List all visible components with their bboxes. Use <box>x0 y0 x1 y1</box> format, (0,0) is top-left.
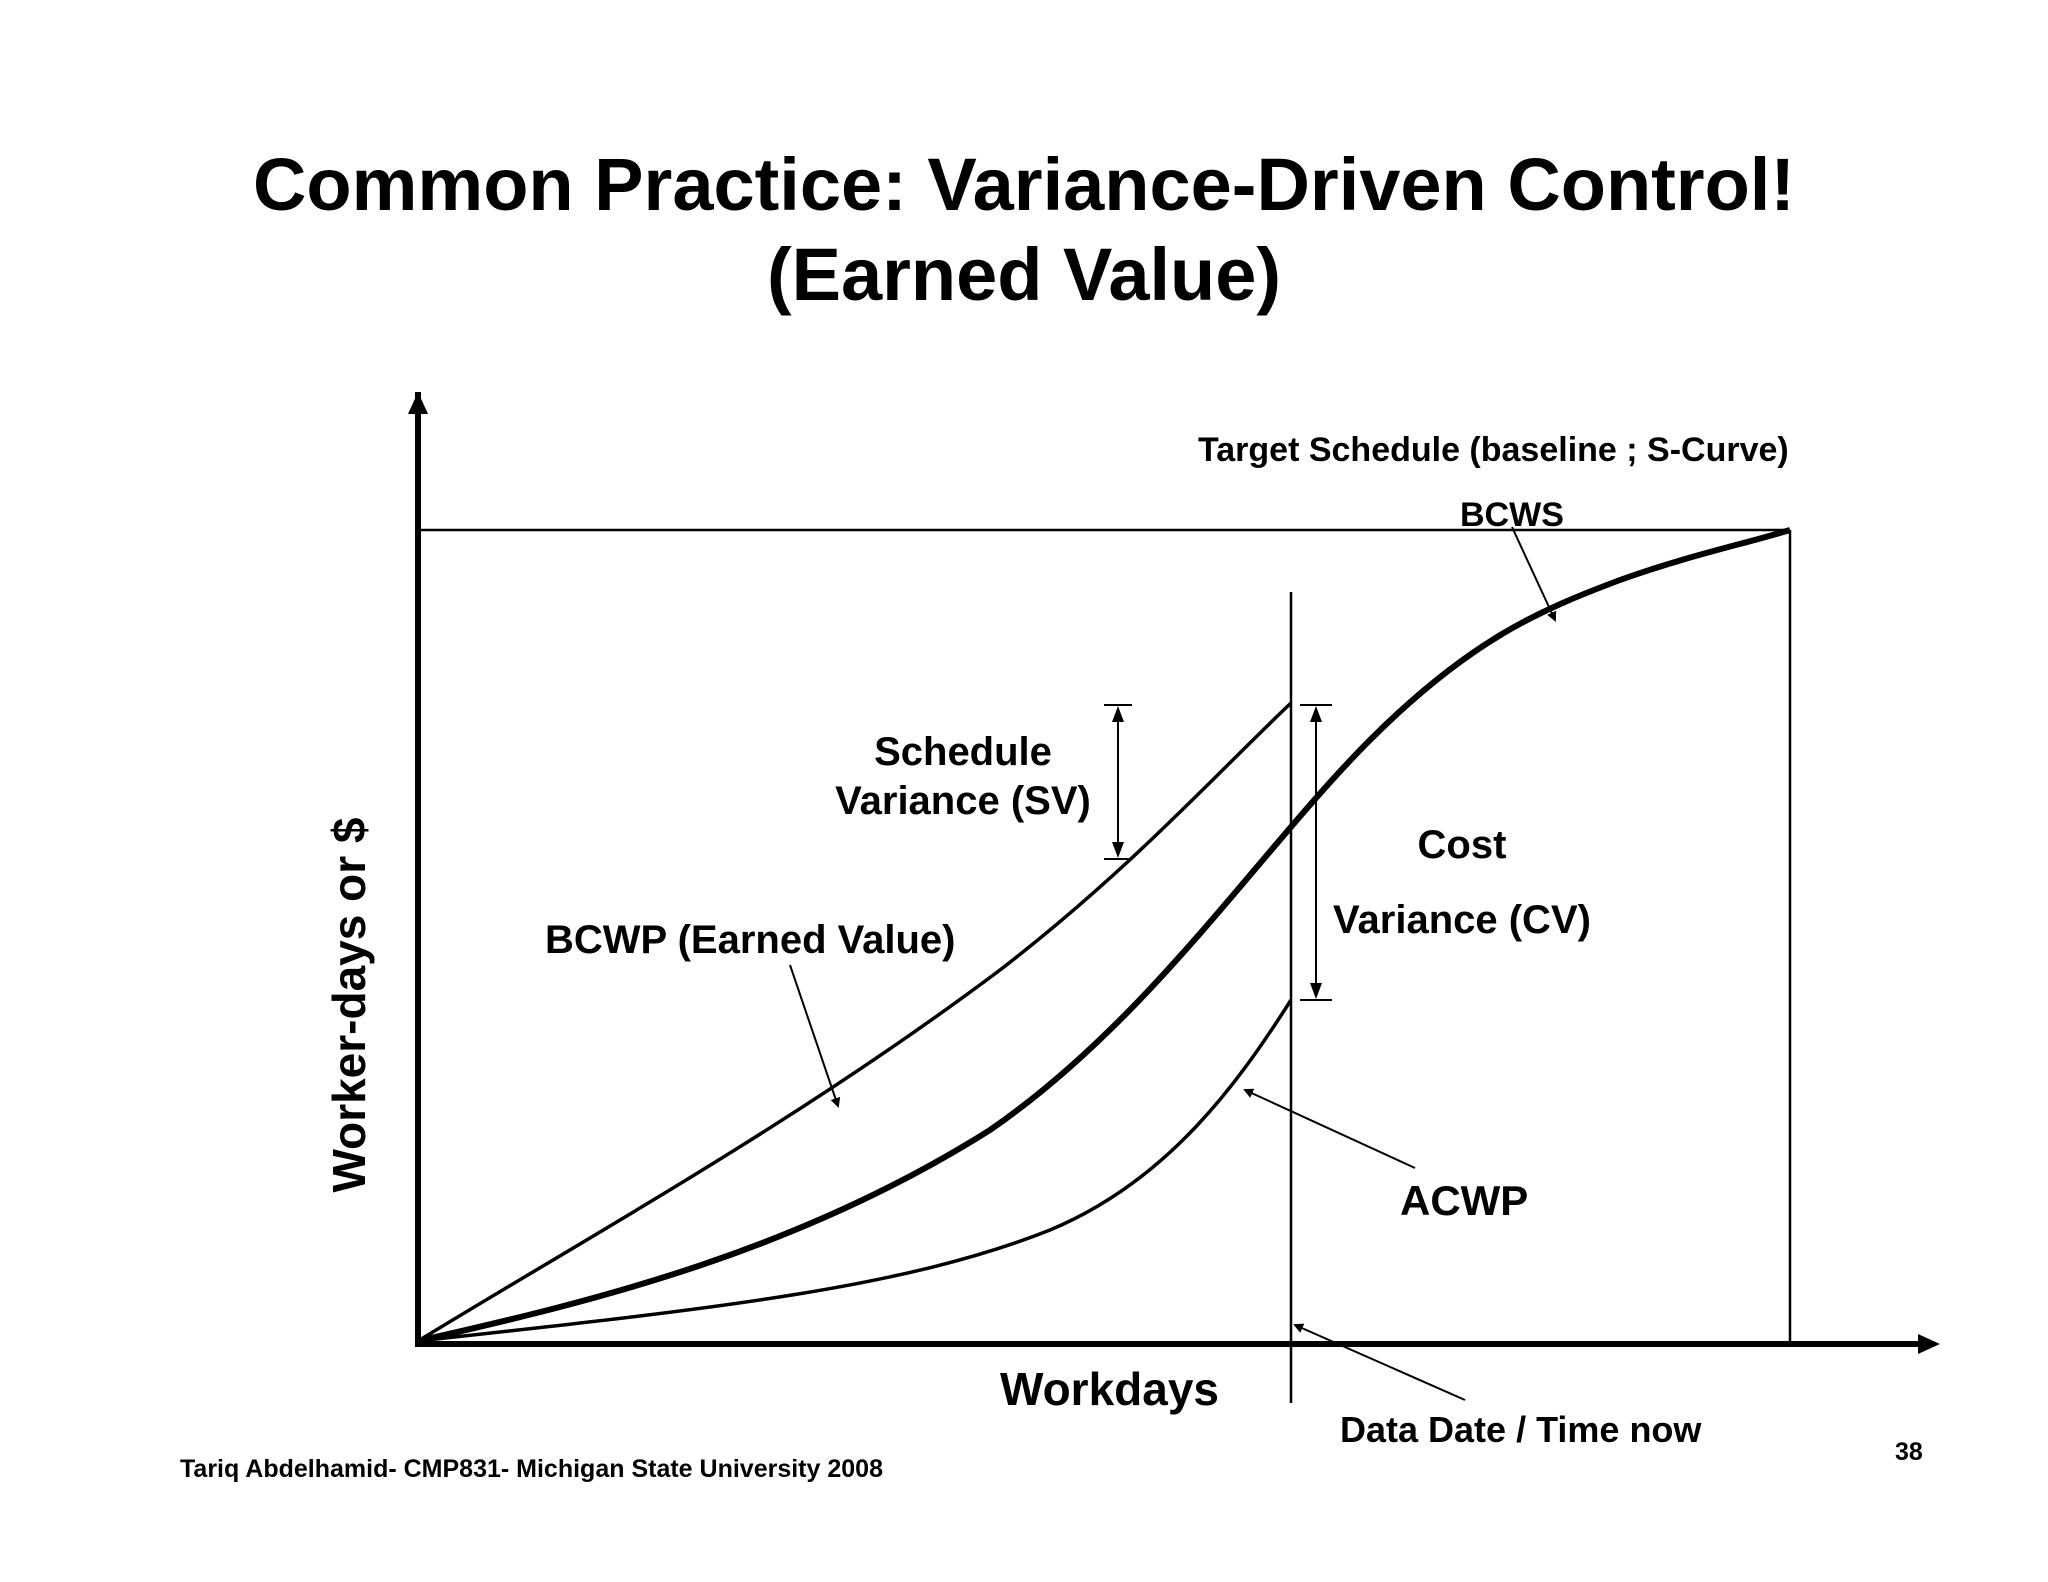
x-axis-label: Workdays <box>1000 1363 1219 1415</box>
bcwp-curve <box>417 701 1293 1343</box>
schedule-variance-label-line1: Schedule <box>874 730 1052 774</box>
acwp-leader <box>1243 1088 1416 1169</box>
cost-variance-label-line1: Cost <box>1418 823 1507 867</box>
target-schedule-label: Target Schedule (baseline ; S-Curve) <box>1198 431 1789 469</box>
data-date-label: Data Date / Time now <box>1340 1409 1702 1450</box>
data-date-leader <box>1293 1323 1466 1401</box>
acwp-curve <box>417 999 1293 1343</box>
y-axis-label: Worker-days or $ <box>323 818 375 1193</box>
bcws-leader <box>1511 526 1557 622</box>
bcws-curve <box>417 527 1791 1344</box>
schedule-variance-label-line2: Variance (SV) <box>835 779 1091 823</box>
title-line-2: (Earned Value) <box>766 233 1282 316</box>
slide-title: Common Practice: Variance-Driven Control… <box>0 140 2048 320</box>
page-number: 38 <box>1895 1438 1923 1466</box>
bcwp-label: BCWP (Earned Value) <box>545 918 955 962</box>
acwp-label: ACWP <box>1400 1177 1528 1224</box>
cv-arrow-down <box>1310 983 1322 999</box>
footer-credit: Tariq Abdelhamid- CMP831- Michigan State… <box>180 1455 883 1483</box>
bcwp-leader <box>789 964 841 1108</box>
bcws-label: BCWS <box>1460 496 1564 534</box>
title-line-1: Common Practice: Variance-Driven Control… <box>252 143 1796 226</box>
sv-arrow-down <box>1112 842 1124 858</box>
cost-variance-label-line2: Variance (CV) <box>1333 898 1591 942</box>
cv-arrow-up <box>1310 706 1322 722</box>
y-axis-arrowhead <box>408 392 428 414</box>
sv-arrow-up <box>1112 706 1124 722</box>
x-axis-arrowhead <box>1918 1334 1940 1354</box>
